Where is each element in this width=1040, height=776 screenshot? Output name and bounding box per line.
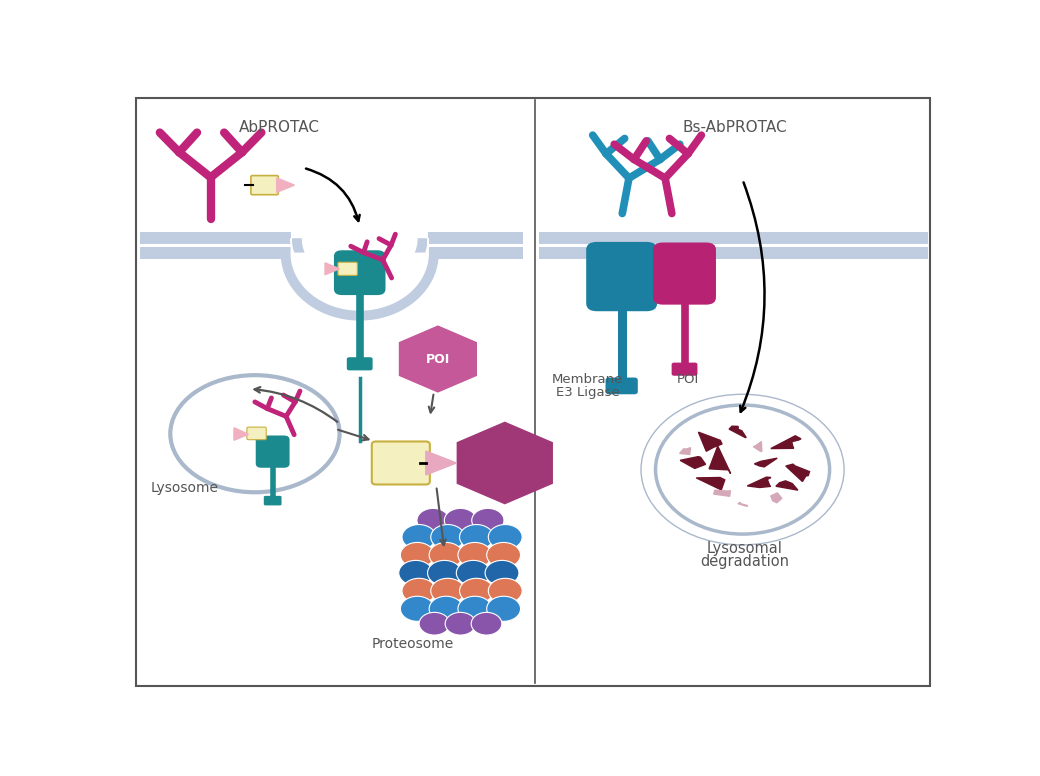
- FancyBboxPatch shape: [136, 98, 930, 686]
- Text: Bs-AbPROTAC: Bs-AbPROTAC: [682, 120, 786, 135]
- Polygon shape: [291, 238, 428, 310]
- Circle shape: [419, 612, 449, 635]
- Text: Lysosome: Lysosome: [150, 480, 218, 494]
- FancyBboxPatch shape: [139, 232, 291, 244]
- Circle shape: [471, 612, 502, 635]
- Circle shape: [431, 525, 465, 549]
- Circle shape: [489, 578, 522, 604]
- FancyBboxPatch shape: [338, 262, 358, 275]
- Ellipse shape: [655, 405, 830, 534]
- Circle shape: [430, 542, 463, 567]
- Circle shape: [430, 596, 463, 622]
- FancyBboxPatch shape: [428, 248, 523, 259]
- Circle shape: [402, 525, 436, 549]
- FancyBboxPatch shape: [139, 248, 291, 259]
- Polygon shape: [425, 451, 457, 475]
- Polygon shape: [776, 481, 798, 490]
- Circle shape: [431, 578, 465, 604]
- Polygon shape: [754, 458, 777, 467]
- FancyBboxPatch shape: [672, 362, 698, 376]
- Polygon shape: [292, 253, 427, 310]
- Polygon shape: [697, 477, 725, 490]
- FancyBboxPatch shape: [540, 248, 928, 259]
- Polygon shape: [277, 178, 294, 192]
- FancyBboxPatch shape: [264, 496, 282, 505]
- FancyBboxPatch shape: [372, 442, 430, 484]
- Circle shape: [445, 612, 475, 635]
- Polygon shape: [786, 464, 809, 482]
- Circle shape: [400, 596, 435, 622]
- Polygon shape: [738, 503, 748, 506]
- FancyBboxPatch shape: [251, 175, 279, 195]
- FancyBboxPatch shape: [246, 427, 266, 440]
- Text: POI: POI: [677, 373, 699, 386]
- Polygon shape: [753, 442, 762, 452]
- Circle shape: [427, 560, 462, 585]
- Circle shape: [458, 542, 492, 567]
- FancyBboxPatch shape: [139, 244, 291, 248]
- FancyBboxPatch shape: [428, 232, 523, 244]
- Circle shape: [487, 596, 521, 622]
- Text: POI: POI: [425, 352, 450, 365]
- Circle shape: [485, 560, 519, 585]
- Polygon shape: [729, 426, 746, 438]
- Ellipse shape: [641, 394, 844, 545]
- FancyBboxPatch shape: [540, 244, 928, 248]
- Polygon shape: [234, 428, 249, 440]
- Text: Lysosomal: Lysosomal: [706, 541, 782, 556]
- Circle shape: [444, 508, 476, 532]
- Text: degradation: degradation: [701, 554, 789, 570]
- FancyBboxPatch shape: [605, 378, 638, 394]
- Text: Proteosome: Proteosome: [372, 636, 454, 650]
- Polygon shape: [709, 446, 731, 473]
- FancyBboxPatch shape: [653, 242, 716, 305]
- Ellipse shape: [171, 375, 339, 492]
- Polygon shape: [680, 456, 705, 469]
- Polygon shape: [399, 326, 476, 392]
- Polygon shape: [771, 436, 801, 449]
- Circle shape: [487, 542, 521, 567]
- Circle shape: [458, 596, 492, 622]
- FancyBboxPatch shape: [587, 242, 657, 311]
- Text: Membrane: Membrane: [552, 373, 624, 386]
- Polygon shape: [771, 493, 782, 503]
- Circle shape: [460, 525, 493, 549]
- Text: AbPROTAC: AbPROTAC: [239, 120, 320, 135]
- Circle shape: [460, 578, 493, 604]
- Polygon shape: [748, 477, 771, 487]
- Polygon shape: [679, 448, 691, 455]
- FancyBboxPatch shape: [428, 244, 523, 248]
- Polygon shape: [326, 263, 339, 275]
- Circle shape: [489, 525, 522, 549]
- Text: E3 Ligase: E3 Ligase: [556, 386, 620, 399]
- Circle shape: [402, 578, 436, 604]
- Circle shape: [417, 508, 449, 532]
- Polygon shape: [713, 490, 730, 497]
- Polygon shape: [699, 432, 722, 452]
- FancyBboxPatch shape: [334, 251, 386, 295]
- Circle shape: [457, 560, 490, 585]
- FancyBboxPatch shape: [256, 435, 289, 468]
- Circle shape: [472, 508, 504, 532]
- FancyBboxPatch shape: [346, 357, 372, 370]
- FancyBboxPatch shape: [540, 232, 928, 244]
- Polygon shape: [458, 422, 552, 504]
- Circle shape: [398, 560, 433, 585]
- Circle shape: [400, 542, 435, 567]
